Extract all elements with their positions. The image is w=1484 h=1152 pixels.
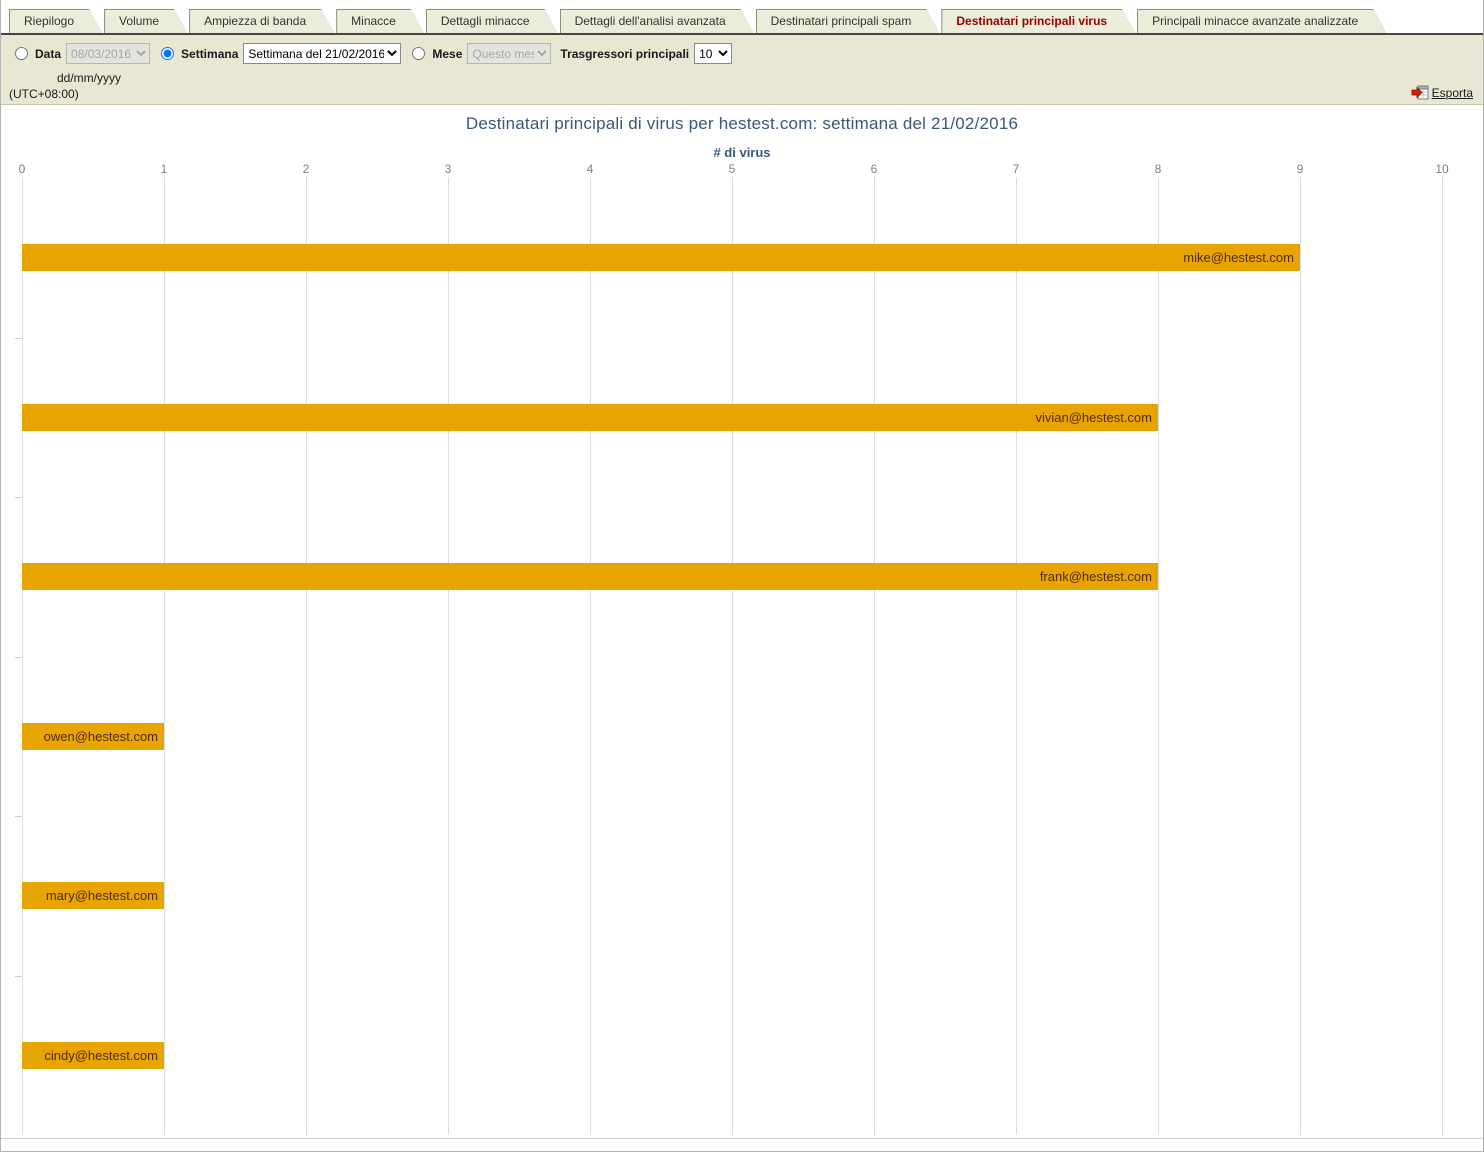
export-link[interactable]: Esporta <box>1431 85 1473 100</box>
y-tick <box>15 816 22 817</box>
x-tick-label: 7 <box>1012 162 1020 176</box>
gridline <box>22 177 23 1135</box>
month-radio[interactable] <box>412 47 426 60</box>
gridline <box>732 177 733 1135</box>
x-tick-label: 8 <box>1154 162 1162 176</box>
tab-label: Principali minacce avanzate analizzate <box>1138 10 1386 33</box>
tab-separator <box>1 33 1483 35</box>
report-tabbar: Riepilogo Volume Ampiezza di banda Minacce D… <box>1 0 1483 33</box>
week-radio[interactable] <box>161 47 175 60</box>
x-tick-label: 1 <box>160 162 168 176</box>
tab-label: Riepilogo <box>10 10 102 33</box>
gridline <box>1016 177 1017 1135</box>
tab-minacce[interactable]: Minacce <box>336 9 424 33</box>
timezone-label: (UTC+08:00) <box>9 87 79 101</box>
x-tick-label: 5 <box>728 162 736 176</box>
virus-bar-cindy-hestest-com: cindy@hestest.com <box>22 1042 164 1069</box>
tab-dettagli-minacce[interactable]: Dettagli minacce <box>426 9 558 33</box>
gridline <box>1442 177 1443 1135</box>
gridline <box>448 177 449 1135</box>
week-radio-label: Settimana <box>181 46 239 61</box>
tab-riepilogo[interactable]: Riepilogo <box>9 9 102 33</box>
gridline <box>306 177 307 1135</box>
chart-title: Destinatari principali di virus per hest… <box>465 114 1019 133</box>
date-radio-label: Data <box>35 46 62 61</box>
export-icon <box>1411 85 1429 100</box>
gridline <box>164 177 165 1135</box>
tab-destinatari-principali-spam[interactable]: Destinatari principali spam <box>756 9 940 33</box>
bar-label: mike@hestest.com <box>1183 250 1294 265</box>
export-control: Esporta <box>1411 85 1473 100</box>
y-tick <box>15 497 22 498</box>
virus-bar-mike-hestest-com: mike@hestest.com <box>22 244 1300 271</box>
bar-label: cindy@hestest.com <box>44 1048 158 1063</box>
tab-label: Dettagli dell'analisi avanzata <box>561 10 754 33</box>
date-radio[interactable] <box>15 47 28 60</box>
bar-label: frank@hestest.com <box>1039 569 1152 584</box>
x-tick-label: 4 <box>586 162 594 176</box>
gridline <box>874 177 875 1135</box>
gridline <box>1158 177 1159 1135</box>
top-offenders-label: Trasgressori principali <box>560 46 690 61</box>
filter-bar: Data 08/03/2016 Settimana Settimana del … <box>1 35 1483 105</box>
tab-label: Volume <box>105 10 187 33</box>
virus-bar-mary-hestest-com: mary@hestest.com <box>22 882 164 909</box>
virus-bar-vivian-hestest-com: vivian@hestest.com <box>22 404 1158 431</box>
tab-ampiezza-di-banda[interactable]: Ampiezza di banda <box>189 9 334 33</box>
y-tick <box>15 338 22 339</box>
virus-chart: Destinatari principali di virus per hest… <box>1 105 1483 1139</box>
bar-label: owen@hestest.com <box>43 729 158 744</box>
bar-label: mary@hestest.com <box>45 888 158 903</box>
tab-volume[interactable]: Volume <box>104 9 187 33</box>
gridline <box>1300 177 1301 1135</box>
tab-label: Dettagli minacce <box>427 10 558 33</box>
bar-label: vivian@hestest.com <box>1035 410 1152 425</box>
x-tick-label: 0 <box>18 162 26 176</box>
x-tick-label: 10 <box>1435 162 1449 176</box>
top-offenders-select[interactable]: 10 <box>694 43 733 64</box>
x-tick-label: 2 <box>302 162 310 176</box>
virus-bar-frank-hestest-com: frank@hestest.com <box>22 563 1158 590</box>
month-select[interactable]: Questo mese <box>467 43 552 64</box>
x-tick-label: 9 <box>1296 162 1304 176</box>
date-select[interactable]: 08/03/2016 <box>66 43 151 64</box>
week-select[interactable]: Settimana del 21/02/2016 <box>243 43 402 64</box>
tab-principali-minacce-avanzate-analizzate[interactable]: Principali minacce avanzate analizzate <box>1137 9 1386 33</box>
month-radio-label: Mese <box>432 46 463 61</box>
tab-destinatari-principali-virus[interactable]: Destinatari principali virus <box>941 9 1135 33</box>
tab-label: Minacce <box>337 10 424 33</box>
tab-label: Destinatari principali virus <box>942 10 1135 33</box>
x-axis-label: # di virus <box>713 145 771 160</box>
x-tick-label: 6 <box>870 162 878 176</box>
y-tick <box>15 976 22 977</box>
gridline <box>590 177 591 1135</box>
tab-label: Destinatari principali spam <box>757 10 940 33</box>
y-tick <box>15 657 22 658</box>
filter-row: Data 08/03/2016 Settimana Settimana del … <box>1 35 1483 64</box>
tab-label: Ampiezza di banda <box>190 10 334 33</box>
x-tick-label: 3 <box>444 162 452 176</box>
virus-bar-owen-hestest-com: owen@hestest.com <box>22 723 164 750</box>
tab-dettagli-dell-analisi-avanzata[interactable]: Dettagli dell'analisi avanzata <box>560 9 754 33</box>
date-format-hint: dd/mm/yyyy <box>57 71 122 85</box>
